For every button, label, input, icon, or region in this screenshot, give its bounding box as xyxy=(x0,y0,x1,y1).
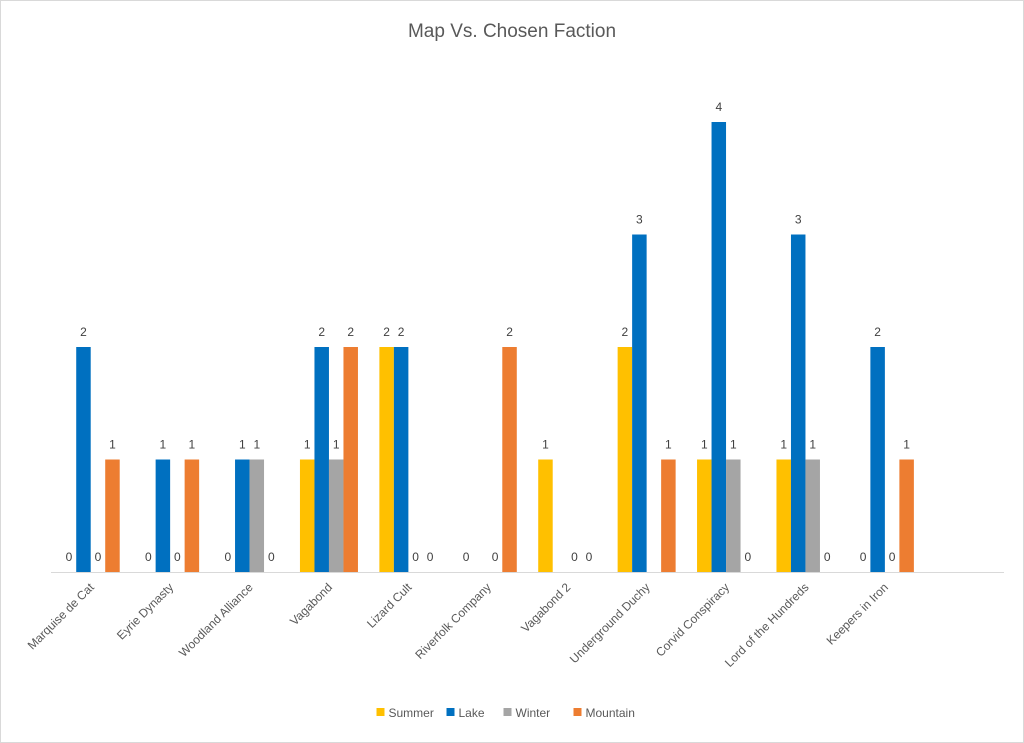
bar-lake-2 xyxy=(235,459,250,572)
value-label-winter-3: 1 xyxy=(333,438,340,452)
value-label-summer-9: 1 xyxy=(780,438,787,452)
legend-label-lake: Lake xyxy=(459,706,485,720)
bar-summer-8 xyxy=(697,459,712,572)
bar-summer-9 xyxy=(776,459,791,572)
value-label-winter-5: 0 xyxy=(492,550,499,564)
value-label-lake-2: 1 xyxy=(239,438,246,452)
value-label-lake-4: 2 xyxy=(398,325,405,339)
legend-label-mountain: Mountain xyxy=(586,706,635,720)
bar-winter-2 xyxy=(249,459,265,572)
bar-mountain-5 xyxy=(502,347,517,572)
value-label-summer-1: 0 xyxy=(145,550,152,564)
value-label-summer-8: 1 xyxy=(701,438,708,452)
value-label-summer-5: 0 xyxy=(463,550,470,564)
bar-summer-6 xyxy=(538,459,553,572)
category-label-0: Marquise de Cat xyxy=(25,580,98,653)
bar-summer-3 xyxy=(299,459,315,572)
value-label-mountain-0: 1 xyxy=(109,438,116,452)
value-label-winter-2: 1 xyxy=(253,438,260,452)
legend-swatch-mountain xyxy=(573,708,582,716)
bar-winter-8 xyxy=(726,459,741,572)
bar-winter-9 xyxy=(805,459,820,572)
bar-winter-3 xyxy=(328,459,344,572)
value-label-lake-7: 3 xyxy=(636,213,643,227)
category-label-9: Lord of the Hundreds xyxy=(722,580,812,670)
value-label-summer-4: 2 xyxy=(383,325,390,339)
value-label-summer-3: 1 xyxy=(304,438,311,452)
bar-lake-10 xyxy=(870,347,885,572)
value-label-lake-0: 2 xyxy=(80,325,87,339)
bar-lake-8 xyxy=(711,122,727,572)
value-label-mountain-8: 0 xyxy=(744,550,751,564)
value-label-mountain-5: 2 xyxy=(506,325,513,339)
category-label-5: Riverfolk Company xyxy=(412,580,494,662)
value-label-winter-8: 1 xyxy=(730,438,737,452)
category-label-8: Corvid Conspiracy xyxy=(653,580,732,659)
category-label-1: Eyrie Dynasty xyxy=(114,580,176,642)
value-label-winter-1: 0 xyxy=(174,550,181,564)
bar-mountain-1 xyxy=(184,459,200,572)
bar-lake-1 xyxy=(155,459,171,572)
value-label-lake-9: 3 xyxy=(795,213,802,227)
value-label-winter-9: 1 xyxy=(809,438,816,452)
bar-mountain-3 xyxy=(343,347,358,572)
value-label-winter-4: 0 xyxy=(412,550,419,564)
bar-lake-0 xyxy=(76,347,91,572)
bar-lake-4 xyxy=(393,347,409,572)
bars-group xyxy=(76,122,914,572)
value-label-mountain-1: 1 xyxy=(189,438,196,452)
value-label-winter-10: 0 xyxy=(889,550,896,564)
category-label-2: Woodland Alliance xyxy=(176,580,256,660)
category-label-4: Lizard Cult xyxy=(364,580,415,631)
legend-label-winter: Winter xyxy=(516,706,551,720)
value-label-lake-10: 2 xyxy=(874,325,881,339)
value-label-mountain-10: 1 xyxy=(903,438,910,452)
bar-summer-4 xyxy=(379,347,394,572)
category-label-3: Vagabond xyxy=(287,580,335,628)
bar-lake-9 xyxy=(790,234,806,572)
category-label-7: Underground Duchy xyxy=(567,580,653,666)
bar-lake-7 xyxy=(632,234,647,572)
legend-swatch-lake xyxy=(446,708,455,716)
bar-mountain-7 xyxy=(661,459,676,572)
legend-swatch-winter xyxy=(503,708,512,716)
bar-mountain-10 xyxy=(899,459,914,572)
category-labels-group: Marquise de Cat Eyrie Dynasty Woodland All… xyxy=(25,580,891,670)
value-label-mountain-4: 0 xyxy=(427,550,434,564)
value-label-winter-6: 0 xyxy=(571,550,578,564)
value-label-summer-0: 0 xyxy=(66,550,73,564)
bar-lake-3 xyxy=(314,347,329,572)
category-label-10: Keepers in Iron xyxy=(824,580,891,647)
value-label-summer-6: 1 xyxy=(542,438,549,452)
value-label-mountain-7: 1 xyxy=(665,438,672,452)
chart-title: Map Vs. Chosen Faction xyxy=(408,21,616,42)
bar-mountain-0 xyxy=(105,459,120,572)
value-label-lake-1: 1 xyxy=(160,438,167,452)
value-label-winter-0: 0 xyxy=(95,550,102,564)
category-label-6: Vagabond 2 xyxy=(518,580,573,635)
value-label-summer-10: 0 xyxy=(860,550,867,564)
bar-summer-7 xyxy=(617,347,633,572)
value-label-mountain-2: 0 xyxy=(268,550,275,564)
value-label-lake-8: 4 xyxy=(715,100,722,114)
value-label-summer-2: 0 xyxy=(224,550,231,564)
value-label-mountain-9: 0 xyxy=(824,550,831,564)
value-label-lake-3: 2 xyxy=(318,325,325,339)
legend-label-summer: Summer xyxy=(389,706,434,720)
value-label-summer-7: 2 xyxy=(622,325,629,339)
legend-swatch-summer xyxy=(376,708,385,716)
legend: Summer Lake Winter Mountain xyxy=(376,706,635,720)
value-label-mountain-3: 2 xyxy=(347,325,354,339)
value-label-mountain-6: 0 xyxy=(586,550,593,564)
